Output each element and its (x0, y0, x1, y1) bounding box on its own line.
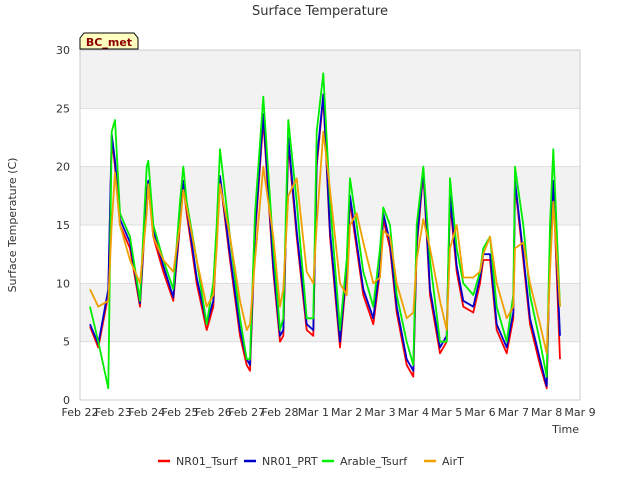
series-line-arable-tsurf (89, 72, 561, 390)
x-axis-label: Time (551, 423, 579, 436)
x-tick-label: Mar 7 (498, 406, 529, 419)
x-tick-label: Mar 3 (364, 406, 395, 419)
legend-label: Arable_Tsurf (340, 455, 408, 468)
plot-band (80, 50, 580, 109)
legend-label: NR01_PRT (262, 455, 318, 468)
series-line-airt (89, 130, 561, 355)
y-tick-label: 25 (56, 102, 70, 115)
legend-label: AirT (442, 455, 464, 468)
series-lines (89, 72, 561, 390)
chart-title: Surface Temperature (252, 4, 388, 19)
x-tick-label: Feb 23 (95, 406, 132, 419)
plot-frame (79, 49, 581, 401)
x-tick-label: Mar 5 (431, 406, 462, 419)
x-tick-label: Mar 2 (331, 406, 362, 419)
y-tick-label: 0 (63, 394, 70, 407)
site-badge-box (79, 32, 139, 50)
site-badge-label: BC_met (86, 36, 132, 49)
y-axis-label: Surface Temperature (C) (6, 158, 19, 293)
y-tick-label: 5 (63, 336, 70, 349)
x-tick-label: Feb 28 (262, 406, 299, 419)
y-tick-label: 20 (56, 161, 70, 174)
y-tick-label: 15 (56, 219, 70, 232)
legend-label: NR01_Tsurf (176, 455, 238, 468)
x-tick-label: Feb 24 (128, 406, 165, 419)
x-tick-label: Mar 4 (398, 406, 429, 419)
x-tick-label: Feb 26 (195, 406, 232, 419)
x-tick-label: Mar 1 (298, 406, 329, 419)
x-tick-label: Mar 8 (531, 406, 562, 419)
y-tick-label: 30 (56, 44, 70, 57)
x-tick-label: Feb 22 (62, 406, 99, 419)
y-tick-labels: 0 5 10 15 20 25 30 (56, 44, 70, 407)
x-tick-label: Feb 25 (162, 406, 199, 419)
x-tick-label: Feb 27 (228, 406, 265, 419)
site-badge: BC_met (79, 32, 139, 50)
x-tick-label: Mar 6 (464, 406, 495, 419)
x-tick-label: Mar 9 (564, 406, 595, 419)
legend: NR01_Tsurf NR01_PRT Arable_Tsurf AirT (158, 455, 464, 468)
y-tick-label: 10 (56, 277, 70, 290)
